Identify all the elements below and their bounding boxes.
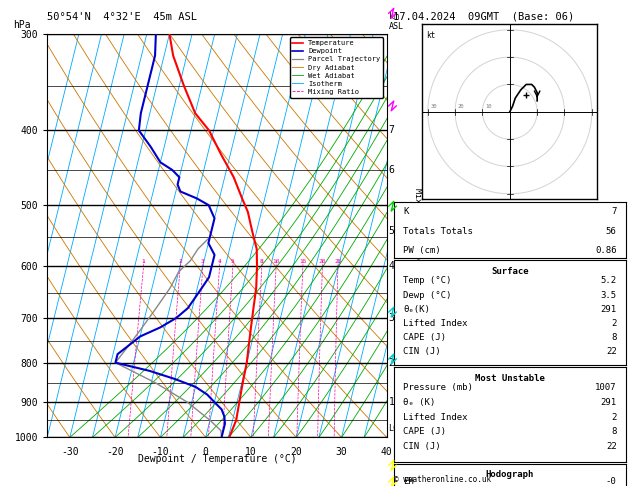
Text: 291: 291 — [601, 398, 616, 407]
Text: 5: 5 — [389, 226, 394, 236]
Text: 8: 8 — [611, 333, 616, 342]
Text: km
ASL: km ASL — [389, 12, 404, 31]
Text: 7: 7 — [611, 207, 616, 216]
Text: EH: EH — [403, 477, 414, 486]
Text: 22: 22 — [606, 442, 616, 451]
Text: 10: 10 — [485, 104, 492, 109]
Text: -0: -0 — [606, 477, 616, 486]
Text: Lifted Index: Lifted Index — [403, 413, 467, 422]
Text: -10: -10 — [152, 448, 169, 457]
Text: LCL: LCL — [389, 424, 404, 434]
Text: 4: 4 — [389, 261, 394, 271]
Text: 2: 2 — [611, 413, 616, 422]
Text: 2: 2 — [611, 319, 616, 328]
Text: 10: 10 — [272, 259, 280, 264]
Text: 4: 4 — [218, 259, 221, 264]
Text: Totals Totals: Totals Totals — [403, 227, 473, 236]
Text: 15: 15 — [299, 259, 306, 264]
Text: 30: 30 — [336, 448, 347, 457]
Text: 8: 8 — [260, 259, 264, 264]
Text: 50°54'N  4°32'E  45m ASL: 50°54'N 4°32'E 45m ASL — [47, 12, 197, 22]
Text: 20: 20 — [319, 259, 326, 264]
Text: 3.5: 3.5 — [601, 291, 616, 299]
Text: Hodograph: Hodograph — [486, 469, 534, 479]
Text: θₑ (K): θₑ (K) — [403, 398, 435, 407]
Text: 22: 22 — [606, 347, 616, 356]
Text: 3: 3 — [389, 313, 394, 323]
Text: Temp (°C): Temp (°C) — [403, 277, 452, 285]
Text: Mixing Ratio (g/kg): Mixing Ratio (g/kg) — [413, 188, 422, 283]
Text: PW (cm): PW (cm) — [403, 246, 441, 255]
Text: 0: 0 — [203, 448, 209, 457]
X-axis label: Dewpoint / Temperature (°C): Dewpoint / Temperature (°C) — [138, 454, 296, 464]
Text: 3: 3 — [201, 259, 205, 264]
Text: 30: 30 — [430, 104, 437, 109]
Text: 6: 6 — [389, 165, 394, 175]
Text: Most Unstable: Most Unstable — [475, 374, 545, 382]
Text: © weatheronline.co.uk: © weatheronline.co.uk — [394, 474, 491, 484]
Text: θₑ(K): θₑ(K) — [403, 305, 430, 313]
Text: 17.04.2024  09GMT  (Base: 06): 17.04.2024 09GMT (Base: 06) — [393, 12, 574, 22]
Legend: Temperature, Dewpoint, Parcel Trajectory, Dry Adiabat, Wet Adiabat, Isotherm, Mi: Temperature, Dewpoint, Parcel Trajectory… — [289, 37, 383, 98]
Text: Pressure (mb): Pressure (mb) — [403, 383, 473, 392]
Text: 1007: 1007 — [595, 383, 616, 392]
Text: 40: 40 — [381, 448, 392, 457]
Text: 5: 5 — [231, 259, 235, 264]
Text: Lifted Index: Lifted Index — [403, 319, 467, 328]
Text: 10: 10 — [245, 448, 257, 457]
Text: hPa: hPa — [13, 20, 31, 30]
Text: 7: 7 — [389, 125, 394, 136]
Text: 5.2: 5.2 — [601, 277, 616, 285]
Text: 2: 2 — [179, 259, 182, 264]
Text: K: K — [403, 207, 408, 216]
Text: 1: 1 — [142, 259, 145, 264]
Text: 1: 1 — [389, 397, 394, 407]
Text: kt: kt — [426, 31, 435, 40]
Text: CIN (J): CIN (J) — [403, 442, 441, 451]
Text: -30: -30 — [61, 448, 79, 457]
Text: CIN (J): CIN (J) — [403, 347, 441, 356]
Text: 0.86: 0.86 — [595, 246, 616, 255]
Text: 20: 20 — [458, 104, 464, 109]
Text: Dewp (°C): Dewp (°C) — [403, 291, 452, 299]
Text: 56: 56 — [606, 227, 616, 236]
Text: 25: 25 — [334, 259, 342, 264]
Text: Surface: Surface — [491, 267, 528, 277]
Text: 20: 20 — [291, 448, 302, 457]
Text: 2: 2 — [389, 358, 394, 367]
Text: 291: 291 — [601, 305, 616, 313]
Text: CAPE (J): CAPE (J) — [403, 427, 446, 436]
Text: 8: 8 — [611, 427, 616, 436]
Text: -20: -20 — [106, 448, 124, 457]
Text: CAPE (J): CAPE (J) — [403, 333, 446, 342]
